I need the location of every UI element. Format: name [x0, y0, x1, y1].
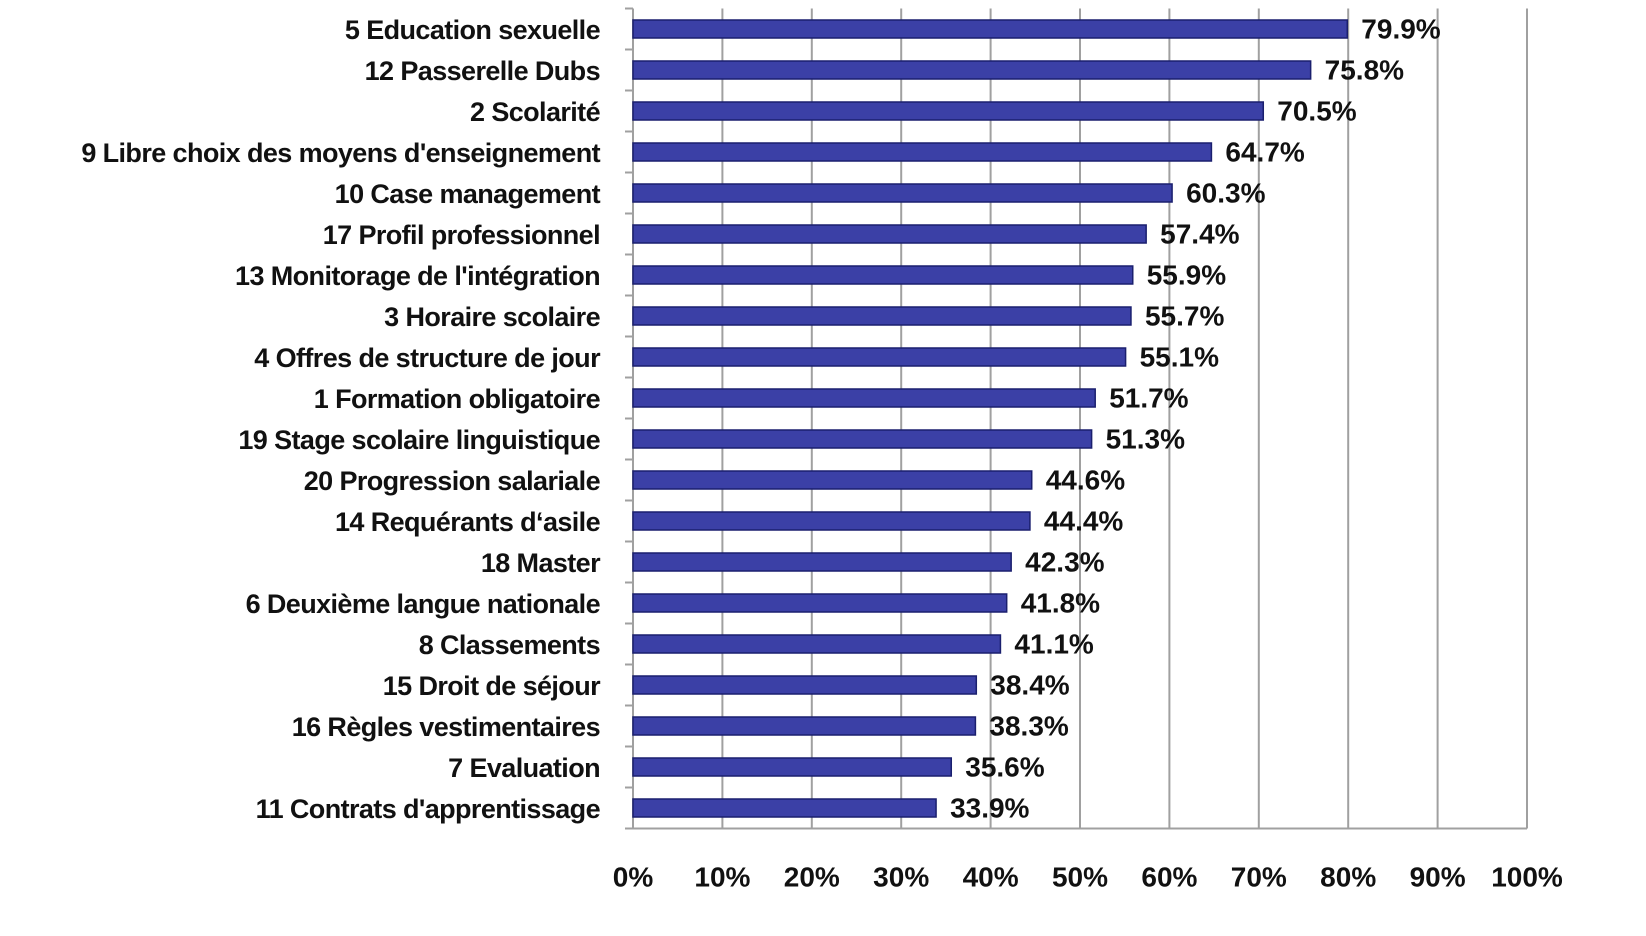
y-tick-label: 3 Horaire scolaire [384, 302, 600, 332]
bar [632, 265, 1134, 285]
value-label: 75.8% [1325, 54, 1404, 85]
y-tick-label: 19 Stage scolaire linguistique [238, 425, 600, 455]
bar [632, 388, 1096, 408]
x-tick-label: 90% [1410, 861, 1466, 892]
x-tick-label: 30% [873, 861, 929, 892]
value-label: 44.6% [1046, 464, 1125, 495]
y-tick-label: 4 Offres de structure de jour [254, 343, 601, 373]
bar [632, 511, 1031, 531]
x-tick-label: 80% [1320, 861, 1376, 892]
value-label: 51.7% [1109, 382, 1188, 413]
bar [632, 593, 1008, 613]
bar [632, 19, 1349, 39]
bar [632, 552, 1012, 572]
x-tick-label: 40% [963, 861, 1019, 892]
value-label: 55.7% [1145, 300, 1224, 331]
x-tick-label: 20% [784, 861, 840, 892]
bar [632, 798, 937, 818]
bar [632, 101, 1265, 121]
bar [632, 142, 1213, 162]
y-tick-label: 16 Règles vestimentaires [292, 712, 600, 742]
value-label: 41.1% [1014, 628, 1093, 659]
value-label: 55.1% [1140, 341, 1219, 372]
y-tick-label: 12 Passerelle Dubs [365, 56, 600, 86]
value-label: 55.9% [1147, 259, 1226, 290]
x-tick-label: 10% [694, 861, 750, 892]
y-tick-label: 5 Education sexuelle [345, 15, 601, 45]
bar [632, 757, 953, 777]
bar [632, 347, 1127, 367]
value-label: 35.6% [965, 751, 1044, 782]
x-tick-label: 0% [613, 861, 654, 892]
value-label: 44.4% [1044, 505, 1123, 536]
x-tick-label: 70% [1231, 861, 1287, 892]
bar [632, 183, 1173, 203]
y-tick-label: 7 Evaluation [448, 753, 600, 783]
y-tick-label: 20 Progression salariale [304, 466, 601, 496]
value-label: 64.7% [1225, 136, 1304, 167]
bar [632, 224, 1147, 244]
bar [632, 60, 1312, 80]
value-label: 38.4% [990, 669, 1069, 700]
y-tick-label: 1 Formation obligatoire [314, 384, 601, 414]
value-label: 38.3% [989, 710, 1068, 741]
y-tick-label: 10 Case management [335, 179, 601, 209]
y-tick-label: 13 Monitorage de l'intégration [235, 261, 600, 291]
y-tick-label: 17 Profil professionnel [323, 220, 600, 250]
y-tick-label: 15 Droit de séjour [383, 671, 601, 701]
y-tick-label: 9 Libre choix des moyens d'enseignement [81, 138, 600, 168]
value-label: 60.3% [1186, 177, 1265, 208]
y-tick-label: 2 Scolarité [470, 97, 601, 127]
bar [632, 634, 1002, 654]
value-label: 51.3% [1106, 423, 1185, 454]
y-tick-label: 8 Classements [419, 630, 600, 660]
x-tick-label: 60% [1141, 861, 1197, 892]
bar [632, 429, 1093, 449]
value-label: 42.3% [1025, 546, 1104, 577]
bar [632, 306, 1132, 326]
value-label: 57.4% [1160, 218, 1239, 249]
bar [632, 470, 1033, 490]
x-tick-label: 50% [1052, 861, 1108, 892]
value-label: 79.9% [1361, 13, 1440, 44]
value-label: 70.5% [1277, 95, 1356, 126]
y-tick-label: 11 Contrats d'apprentissage [256, 794, 601, 824]
value-label: 33.9% [950, 792, 1029, 823]
y-tick-label: 6 Deuxième langue nationale [246, 589, 601, 619]
x-tick-label: 100% [1491, 861, 1563, 892]
bar [632, 716, 977, 736]
value-label: 41.8% [1021, 587, 1100, 618]
y-tick-label: 18 Master [481, 548, 601, 578]
bar [632, 675, 978, 695]
y-tick-label: 14 Requérants d‘asile [335, 507, 601, 537]
